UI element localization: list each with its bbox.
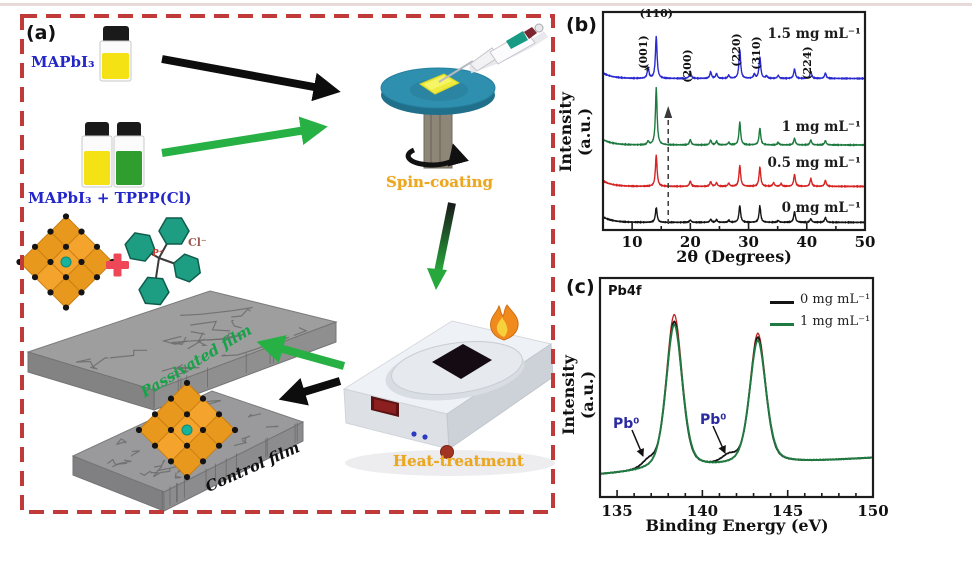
xrd-x-axis-ticks: 10 20 30 40 50 (602, 223, 876, 251)
svg-text:40: 40 (796, 233, 817, 251)
xps-region-label: Pb4f (608, 284, 642, 299)
vial-mapbi3 (99, 26, 132, 82)
svg-text:140: 140 (687, 502, 718, 520)
panel-a-label: (a) (26, 22, 57, 44)
divider-line (0, 3, 972, 6)
svg-text:30: 30 (738, 233, 759, 251)
flame-icon (490, 304, 519, 341)
mapbi3-tppp-label: MAPbI₃ + TPPP(Cl) (28, 189, 192, 207)
panel-c-label: (c) (566, 276, 595, 298)
xrd-plot-frame (601, 10, 867, 232)
xrd-peak-label-5: (310) (750, 36, 763, 69)
xps-x-axis-ticks: 135 140 145 150 (599, 490, 889, 520)
arrow-spincoater-to-hotplate (427, 202, 456, 290)
schematic-graphics (16, 14, 555, 514)
xrd-chart: 1.5 mg mL⁻¹ 1 mg mL⁻¹ 0.5 mg mL⁻¹ 0 mg mL⁻¹… (601, 7, 876, 251)
xps-series-2 (599, 323, 874, 475)
pipette-icon (438, 23, 549, 83)
svg-text:50: 50 (855, 233, 876, 251)
arrow-mapbi3-to-spincoater (161, 55, 341, 102)
perovskite-crystal-on-control-film (135, 379, 239, 481)
pb0-annotation-2: Pb⁰ (700, 412, 727, 428)
xrd-peak-label-2: * (644, 64, 650, 77)
legend-label-0mg: 0 mg mL⁻¹ (800, 292, 871, 307)
xrd-series-2 (602, 154, 866, 188)
vial-mapbi3-yellow (81, 122, 113, 188)
xrd-peak-label-0: (110) (640, 7, 673, 20)
xrd-peak-label-1: (001) (637, 35, 650, 68)
xps-pb0-arrow-1 (712, 425, 726, 454)
heat-treatment-label: Heat-treatment (393, 452, 524, 470)
svg-text:135: 135 (601, 502, 632, 520)
xps-chart: 135 140 145 150 (598, 276, 889, 520)
spin-coater-illustration (380, 67, 496, 169)
phosphonium-label: P⁺ (152, 249, 164, 259)
xrd-series-0 (602, 35, 866, 80)
svg-text:150: 150 (857, 502, 888, 520)
xrd-peak-label-3: (200) (681, 49, 694, 82)
mapbi3-label: MAPbI₃ (31, 53, 95, 71)
xps-y-axis-label: Intensity (a.u.) (559, 354, 597, 436)
svg-text:20: 20 (680, 233, 701, 251)
perovskite-crystal-illustration (16, 213, 116, 311)
xrd-dashed-arrowhead (664, 106, 673, 118)
xps-pb0-arrow-0 (631, 429, 644, 457)
xrd-series-1 (602, 86, 866, 147)
spin-coating-label: Spin-coating (386, 173, 494, 191)
legend-label-1mg: 1 mg mL⁻¹ (800, 314, 871, 329)
hotplate-illustration (342, 320, 555, 476)
arrow-hotplate-to-passivated (256, 335, 346, 370)
xps-x-axis-label: Binding Energy (eV) (645, 516, 829, 535)
xrd-peak-label-6: (224) (801, 46, 814, 79)
svg-text:145: 145 (772, 502, 803, 520)
xrd-series-label-0: 1.5 mg mL⁻¹ (767, 26, 860, 42)
arrow-hotplate-to-control (278, 377, 342, 406)
panel-a-dashed-border (20, 14, 555, 514)
xrd-series-label-2: 0.5 mg mL⁻¹ (767, 155, 860, 171)
svg-text:10: 10 (622, 233, 643, 251)
xrd-series-3 (602, 204, 866, 224)
tppp-molecule-illustration (124, 217, 202, 306)
legend-swatch-0mg (770, 301, 794, 304)
chloride-label: Cl⁻ (188, 236, 207, 249)
plus-icon (106, 253, 129, 277)
vial-tppp-green (113, 122, 145, 188)
pb0-annotation-1: Pb⁰ (613, 416, 640, 432)
arrow-tppp-to-spincoater (161, 116, 328, 157)
xrd-x-axis-label: 2θ (Degrees) (676, 247, 792, 266)
xrd-peak-label-4: (220) (730, 33, 743, 66)
xrd-series-label-1: 1 mg mL⁻¹ (782, 119, 861, 135)
legend-swatch-1mg (770, 323, 794, 326)
panel-b-label: (b) (566, 14, 597, 36)
xrd-y-axis-label: Intensity (a.u.) (556, 91, 594, 173)
xrd-series-label-3: 0 mg mL⁻¹ (782, 200, 861, 216)
